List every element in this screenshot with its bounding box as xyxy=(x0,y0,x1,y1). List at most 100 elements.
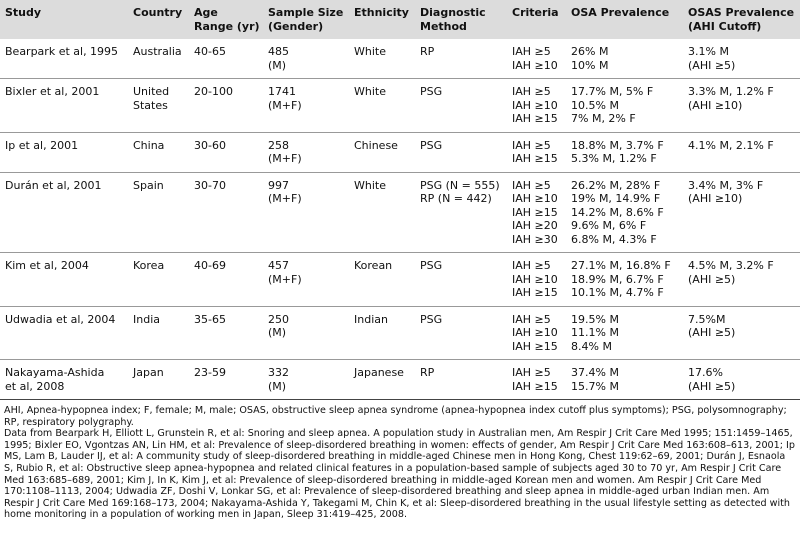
cell-line: (Gender) xyxy=(268,19,324,33)
cell-line: 26.2% M, 28% F xyxy=(571,178,661,192)
cell-line: IAH ≥15 xyxy=(512,339,558,353)
cell-line: 6.8% M, 4.3% F xyxy=(571,232,657,246)
table-cell: 997 (M+F) xyxy=(263,172,349,253)
cell-line: Korean xyxy=(354,259,393,272)
cell-line: (AHI ≥5) xyxy=(688,326,736,339)
cell-line: 23-59 xyxy=(194,366,226,379)
cell-line: 4.1% M, 2.1% F xyxy=(688,138,774,152)
cell-line: 5.3% M, 1.2% F xyxy=(571,152,657,165)
cell-line: PSG xyxy=(420,138,443,152)
table-cell: 35-65 xyxy=(189,306,263,360)
cell-line: 19.5% M xyxy=(571,312,619,326)
cell-line: 3.3% M, 1.2% F xyxy=(688,85,774,98)
cell-line: OSA Prevalence xyxy=(571,6,670,19)
study-row: Durán et al, 2001 Spain 30-70 997 (M+F) White… xyxy=(0,172,800,253)
table-cell: 37.4% M 15.7% M xyxy=(566,360,683,400)
cell-line: 10% M xyxy=(571,58,609,72)
cell-line: 9.6% M, 6% F xyxy=(571,219,647,232)
cell-line: (AHI ≥5) xyxy=(688,58,736,72)
study-row: Bixler et al, 2001 United States 20-100 1741… xyxy=(0,79,800,133)
table-cell: White xyxy=(349,79,415,133)
cell-line: Ethnicity xyxy=(354,6,409,19)
study-row: Ip et al, 2001 China 30-60 258 (M+F) Chinese P… xyxy=(0,132,800,172)
cell-line: (AHI ≥10) xyxy=(688,192,743,205)
table-cell: IAH ≥5 IAH ≥10 IAH ≥15 xyxy=(507,79,566,133)
cell-line: Japan xyxy=(133,366,164,379)
table-cell: Udwadia et al, 2004 xyxy=(0,306,128,360)
cell-line: States xyxy=(133,98,168,112)
column-header: Ethnicity xyxy=(349,0,415,39)
cell-line: India xyxy=(133,312,160,326)
sources: Data from Bearpark H, Elliott L, Grunste… xyxy=(4,428,795,521)
table-cell: 7.5%M (AHI ≥5) xyxy=(683,306,800,360)
cell-line: IAH ≥10 xyxy=(512,192,558,205)
cell-line: (AHI ≥5) xyxy=(688,379,736,393)
column-header: OSAS Prevalence (AHI Cutoff) xyxy=(683,0,800,39)
cell-line: Range (yr) xyxy=(194,19,260,33)
table-cell: Bixler et al, 2001 xyxy=(0,79,128,133)
cell-line: IAH ≥5 xyxy=(512,366,551,379)
cell-line: RP (N = 442) xyxy=(420,192,492,205)
cell-line: 14.2% M, 8.6% F xyxy=(571,205,664,219)
table-cell: 17.7% M, 5% F 10.5% M 7% M, 2% F xyxy=(566,79,683,133)
table-cell: 332 (M) xyxy=(263,360,349,400)
table-cell: PSG xyxy=(415,132,507,172)
column-header: Study xyxy=(0,0,128,39)
table-cell: 3.1% M (AHI ≥5) xyxy=(683,39,800,79)
cell-line: Durán et al, 2001 xyxy=(5,178,102,192)
cell-line: (M+F) xyxy=(268,272,302,286)
cell-line: Udwadia et al, 2004 xyxy=(5,312,116,326)
cell-line: (M+F) xyxy=(268,192,302,205)
table-cell: 40-69 xyxy=(189,253,263,307)
study-row: Bearpark et al, 1995 Australia 40-65 485 (M)… xyxy=(0,39,800,79)
column-header: Criteria xyxy=(507,0,566,39)
header-row: Study Country Age Range (yr) Sample Size (Gen… xyxy=(0,0,800,39)
table-cell: 26% M 10% M xyxy=(566,39,683,79)
cell-line: 4.5% M, 3.2% F xyxy=(688,259,774,272)
table-cell: Japanese xyxy=(349,360,415,400)
cell-line: IAH ≥15 xyxy=(512,112,558,125)
cell-line: OSAS Prevalence xyxy=(688,6,795,19)
cell-line: 3.1% M xyxy=(688,45,729,58)
cell-line: RP xyxy=(420,45,435,58)
table-cell: 258 (M+F) xyxy=(263,132,349,172)
cell-line: 18.8% M, 3.7% F xyxy=(571,138,664,152)
table-cell: 19.5% M 11.1% M 8.4% M xyxy=(566,306,683,360)
cell-line: (M+F) xyxy=(268,98,302,112)
table-cell: India xyxy=(128,306,189,360)
table-cell: 1741 (M+F) xyxy=(263,79,349,133)
cell-line: 250 xyxy=(268,312,289,326)
table-cell: Indian xyxy=(349,306,415,360)
table-cell: RP xyxy=(415,360,507,400)
cell-line: 15.7% M xyxy=(571,379,619,393)
cell-line: 332 xyxy=(268,366,289,379)
table-cell: Japan xyxy=(128,360,189,400)
cell-line: PSG xyxy=(420,259,443,272)
cell-line: 19% M, 14.9% F xyxy=(571,192,661,205)
cell-line: 485 xyxy=(268,45,289,58)
column-header: Diagnostic Method xyxy=(415,0,507,39)
cell-line: et al, 2008 xyxy=(5,379,65,393)
cell-line: 17.6% xyxy=(688,366,723,379)
cell-line: Age xyxy=(194,6,218,19)
cell-line: China xyxy=(133,138,165,152)
cell-line: IAH ≥20 xyxy=(512,219,558,232)
cell-line: 40-69 xyxy=(194,259,226,272)
table-cell: IAH ≥5 IAH ≥10 IAH ≥15 xyxy=(507,253,566,307)
cell-line: Kim et al, 2004 xyxy=(5,259,89,272)
table-cell: IAH ≥5 IAH ≥10 xyxy=(507,39,566,79)
cell-line: (M+F) xyxy=(268,152,302,165)
cell-line: IAH ≥15 xyxy=(512,205,558,219)
study-row: Udwadia et al, 2004 India 35-65 250 (M) India… xyxy=(0,306,800,360)
cell-line: Spain xyxy=(133,178,164,192)
table-cell: 23-59 xyxy=(189,360,263,400)
cell-line: 8.4% M xyxy=(571,339,612,353)
cell-line: (M) xyxy=(268,379,287,393)
cell-line: Bearpark et al, 1995 xyxy=(5,45,119,58)
table-cell: PSG xyxy=(415,306,507,360)
table-cell: 3.4% M, 3% F (AHI ≥10) xyxy=(683,172,800,253)
table-cell: 3.3% M, 1.2% F (AHI ≥10) xyxy=(683,79,800,133)
cell-line: White xyxy=(354,178,386,192)
